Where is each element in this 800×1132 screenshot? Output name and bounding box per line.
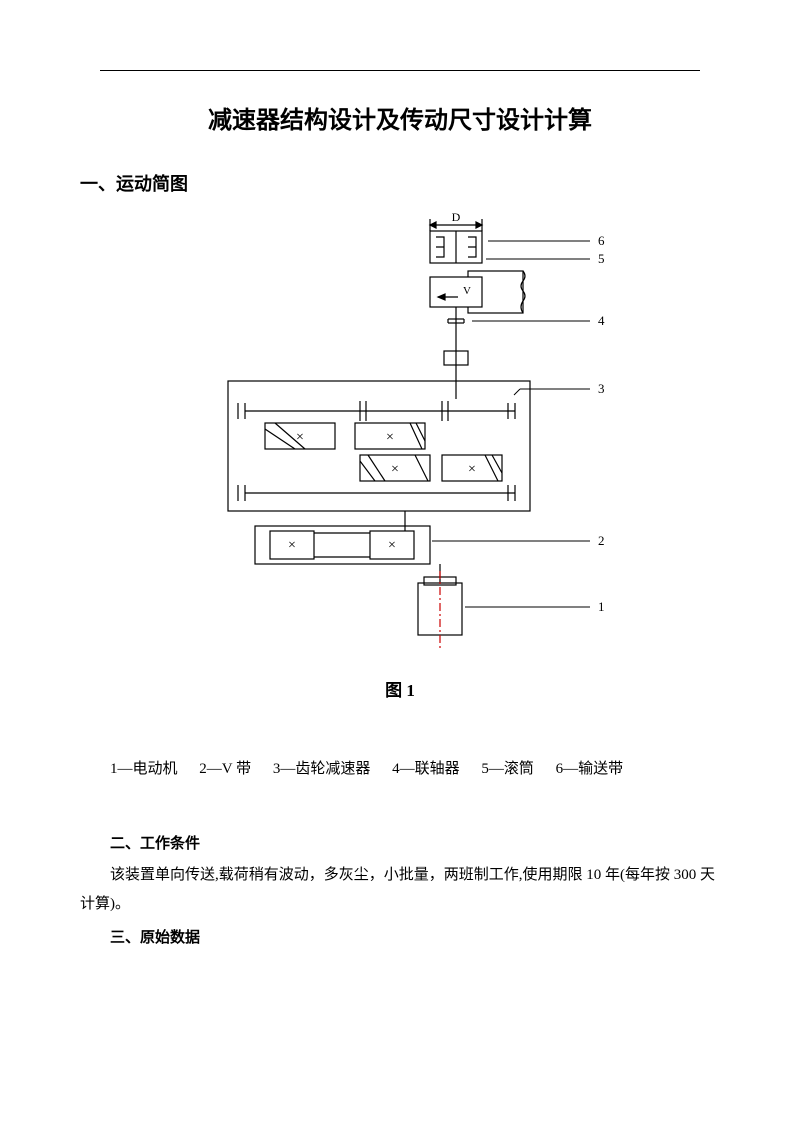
svg-text:×: × — [388, 538, 396, 553]
upper-shaft — [238, 401, 515, 421]
legend: 1—电动机 2—V 带 3—齿轮减速器 4—联轴器 5—滚筒 6—输送带 — [80, 751, 720, 787]
svg-text:×: × — [296, 430, 304, 445]
coupling — [444, 351, 468, 365]
svg-text:5: 5 — [598, 251, 605, 266]
svg-text:×: × — [468, 462, 476, 477]
section-2-text: 该装置单向传送,载荷稍有波动，多灰尘，小批量，两班制工作,使用期限 10 年(每… — [80, 861, 720, 918]
legend-item: 3—齿轮减速器 — [273, 761, 371, 777]
svg-text:×: × — [288, 538, 296, 553]
diagram-container: D V — [80, 211, 720, 691]
v-belt: × × — [255, 526, 430, 564]
lower-gear-left: × — [360, 455, 430, 481]
main-title: 减速器结构设计及传动尺寸设计计算 — [80, 100, 720, 135]
svg-text:×: × — [391, 462, 399, 477]
svg-text:2: 2 — [598, 533, 605, 548]
svg-text:4: 4 — [598, 313, 605, 328]
roller-body: V — [430, 277, 482, 307]
drum-assembly — [430, 231, 482, 263]
legend-item: 5—滚筒 — [481, 761, 534, 777]
legend-item: 4—联轴器 — [392, 761, 460, 777]
legend-item: 1—电动机 — [110, 761, 178, 777]
svg-text:×: × — [386, 430, 394, 445]
upper-gear-left: × — [265, 423, 335, 449]
lower-gear-right: × — [442, 455, 502, 481]
upper-gear-right: × — [355, 423, 425, 449]
section-1-heading: 一、运动简图 — [80, 170, 720, 196]
legend-item: 2—V 带 — [199, 761, 251, 777]
dimension-d: D — [430, 211, 482, 231]
svg-text:V: V — [463, 285, 471, 297]
motor — [418, 564, 462, 651]
section-2-heading: 二、工作条件 — [80, 832, 720, 853]
kinematic-diagram: D V — [160, 211, 640, 691]
top-rule — [100, 70, 700, 71]
svg-text:D: D — [452, 211, 461, 224]
svg-text:3: 3 — [598, 381, 605, 396]
section-3-heading: 三、原始数据 — [80, 926, 720, 947]
svg-text:1: 1 — [598, 599, 605, 614]
svg-text:6: 6 — [598, 233, 605, 248]
legend-item: 6—输送带 — [556, 761, 624, 777]
